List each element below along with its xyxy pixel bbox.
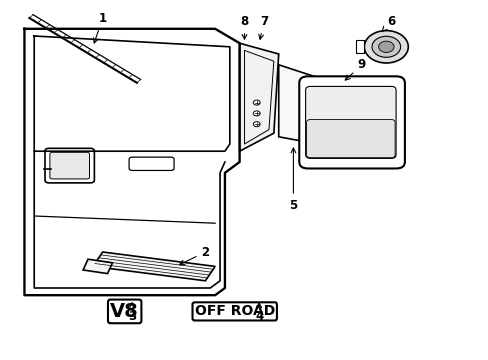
Circle shape [253,100,260,105]
FancyBboxPatch shape [306,120,394,158]
Polygon shape [239,43,278,151]
FancyBboxPatch shape [299,76,404,168]
Text: 1: 1 [93,12,106,43]
Polygon shape [93,252,215,281]
Text: 4: 4 [255,303,263,323]
FancyBboxPatch shape [50,152,89,179]
Text: 9: 9 [345,58,365,80]
Circle shape [253,122,260,127]
Text: 5: 5 [289,148,297,212]
FancyBboxPatch shape [355,40,364,53]
FancyBboxPatch shape [305,86,395,158]
Circle shape [364,31,407,63]
FancyBboxPatch shape [129,157,174,170]
Text: OFF ROAD: OFF ROAD [194,305,274,318]
Circle shape [378,41,393,53]
Text: 8: 8 [240,15,248,39]
FancyBboxPatch shape [45,148,94,183]
Text: 7: 7 [258,15,267,39]
Text: 3: 3 [128,303,136,323]
Circle shape [253,111,260,116]
Polygon shape [83,259,112,274]
Circle shape [371,36,400,57]
Polygon shape [278,65,322,144]
Text: V8: V8 [110,302,139,321]
Text: 2: 2 [179,246,209,265]
Text: 6: 6 [381,15,394,32]
